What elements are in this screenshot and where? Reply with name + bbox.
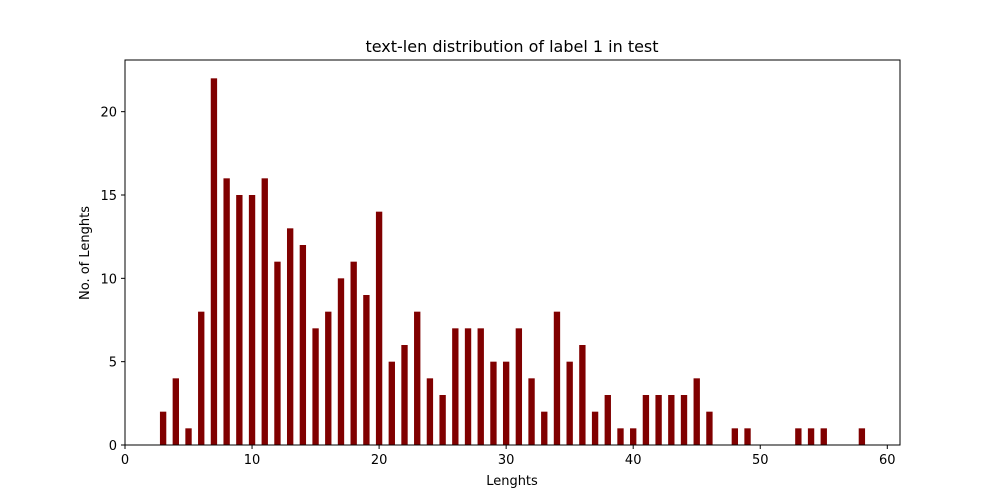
bar-6 [198,311,205,445]
bar-11 [261,178,268,445]
y-tick-label: 10 [100,272,117,287]
bar-7 [210,78,218,445]
bar-40 [630,428,637,445]
bar-31 [515,328,523,445]
bar-13 [286,228,294,445]
x-tick-label: 20 [371,453,388,468]
bar-20 [375,211,383,445]
bar-58 [858,428,866,445]
x-axis-label: Lenghts [486,474,538,489]
bar-42 [655,395,662,445]
y-tick-label: 20 [100,106,117,121]
x-tick-label: 60 [879,453,896,468]
bar-38 [604,395,611,445]
bar-14 [299,245,307,445]
y-axis-label: No. of Lenghts [78,206,93,300]
plot-frame [124,59,901,446]
bar-36 [579,345,586,445]
bar-22 [401,345,408,445]
y-tick-label: 0 [109,439,117,454]
y-tick-label: 15 [100,189,117,204]
bar-41 [642,395,650,445]
bar-29 [490,361,497,445]
bar-26 [452,328,459,445]
bars-group [159,78,866,445]
bar-37 [591,411,599,445]
bar-12 [274,261,281,445]
bar-16 [325,311,332,445]
x-tick-label: 0 [121,453,129,468]
bar-27 [464,328,472,445]
bar-9 [236,195,243,445]
x-axis-ticks: 0 10 20 30 40 50 60 [121,445,896,468]
bar-34 [553,311,561,445]
bar-53 [795,428,802,445]
bar-19 [363,295,370,445]
bar-25 [439,395,446,445]
x-tick-label: 10 [244,453,261,468]
bar-10 [248,195,256,445]
bar-3 [159,411,167,445]
bar-28 [477,328,484,445]
bar-17 [337,278,345,445]
bar-49 [744,428,751,445]
bar-8 [223,178,230,445]
bar-21 [388,361,395,445]
bar-43 [668,395,675,445]
bar-23 [414,311,421,445]
x-tick-label: 40 [625,453,642,468]
bar-30 [502,361,510,445]
y-tick-label: 5 [109,356,117,371]
bar-4 [172,378,179,445]
bar-46 [706,411,713,445]
bar-39 [617,428,624,445]
x-tick-label: 50 [752,453,769,468]
bar-5 [185,428,192,445]
bar-45 [693,378,700,445]
chart-title: text-len distribution of label 1 in test [365,37,658,56]
bar-54 [807,428,815,445]
bar-32 [528,378,535,445]
bar-33 [541,411,548,445]
bar-18 [350,261,357,445]
bar-44 [680,395,688,445]
bar-15 [312,328,319,445]
bar-35 [566,361,573,445]
bar-55 [820,428,827,445]
bar-48 [731,428,739,445]
x-tick-label: 30 [498,453,515,468]
bar-24 [426,378,434,445]
y-axis-ticks: 0 5 10 15 20 [100,106,125,454]
